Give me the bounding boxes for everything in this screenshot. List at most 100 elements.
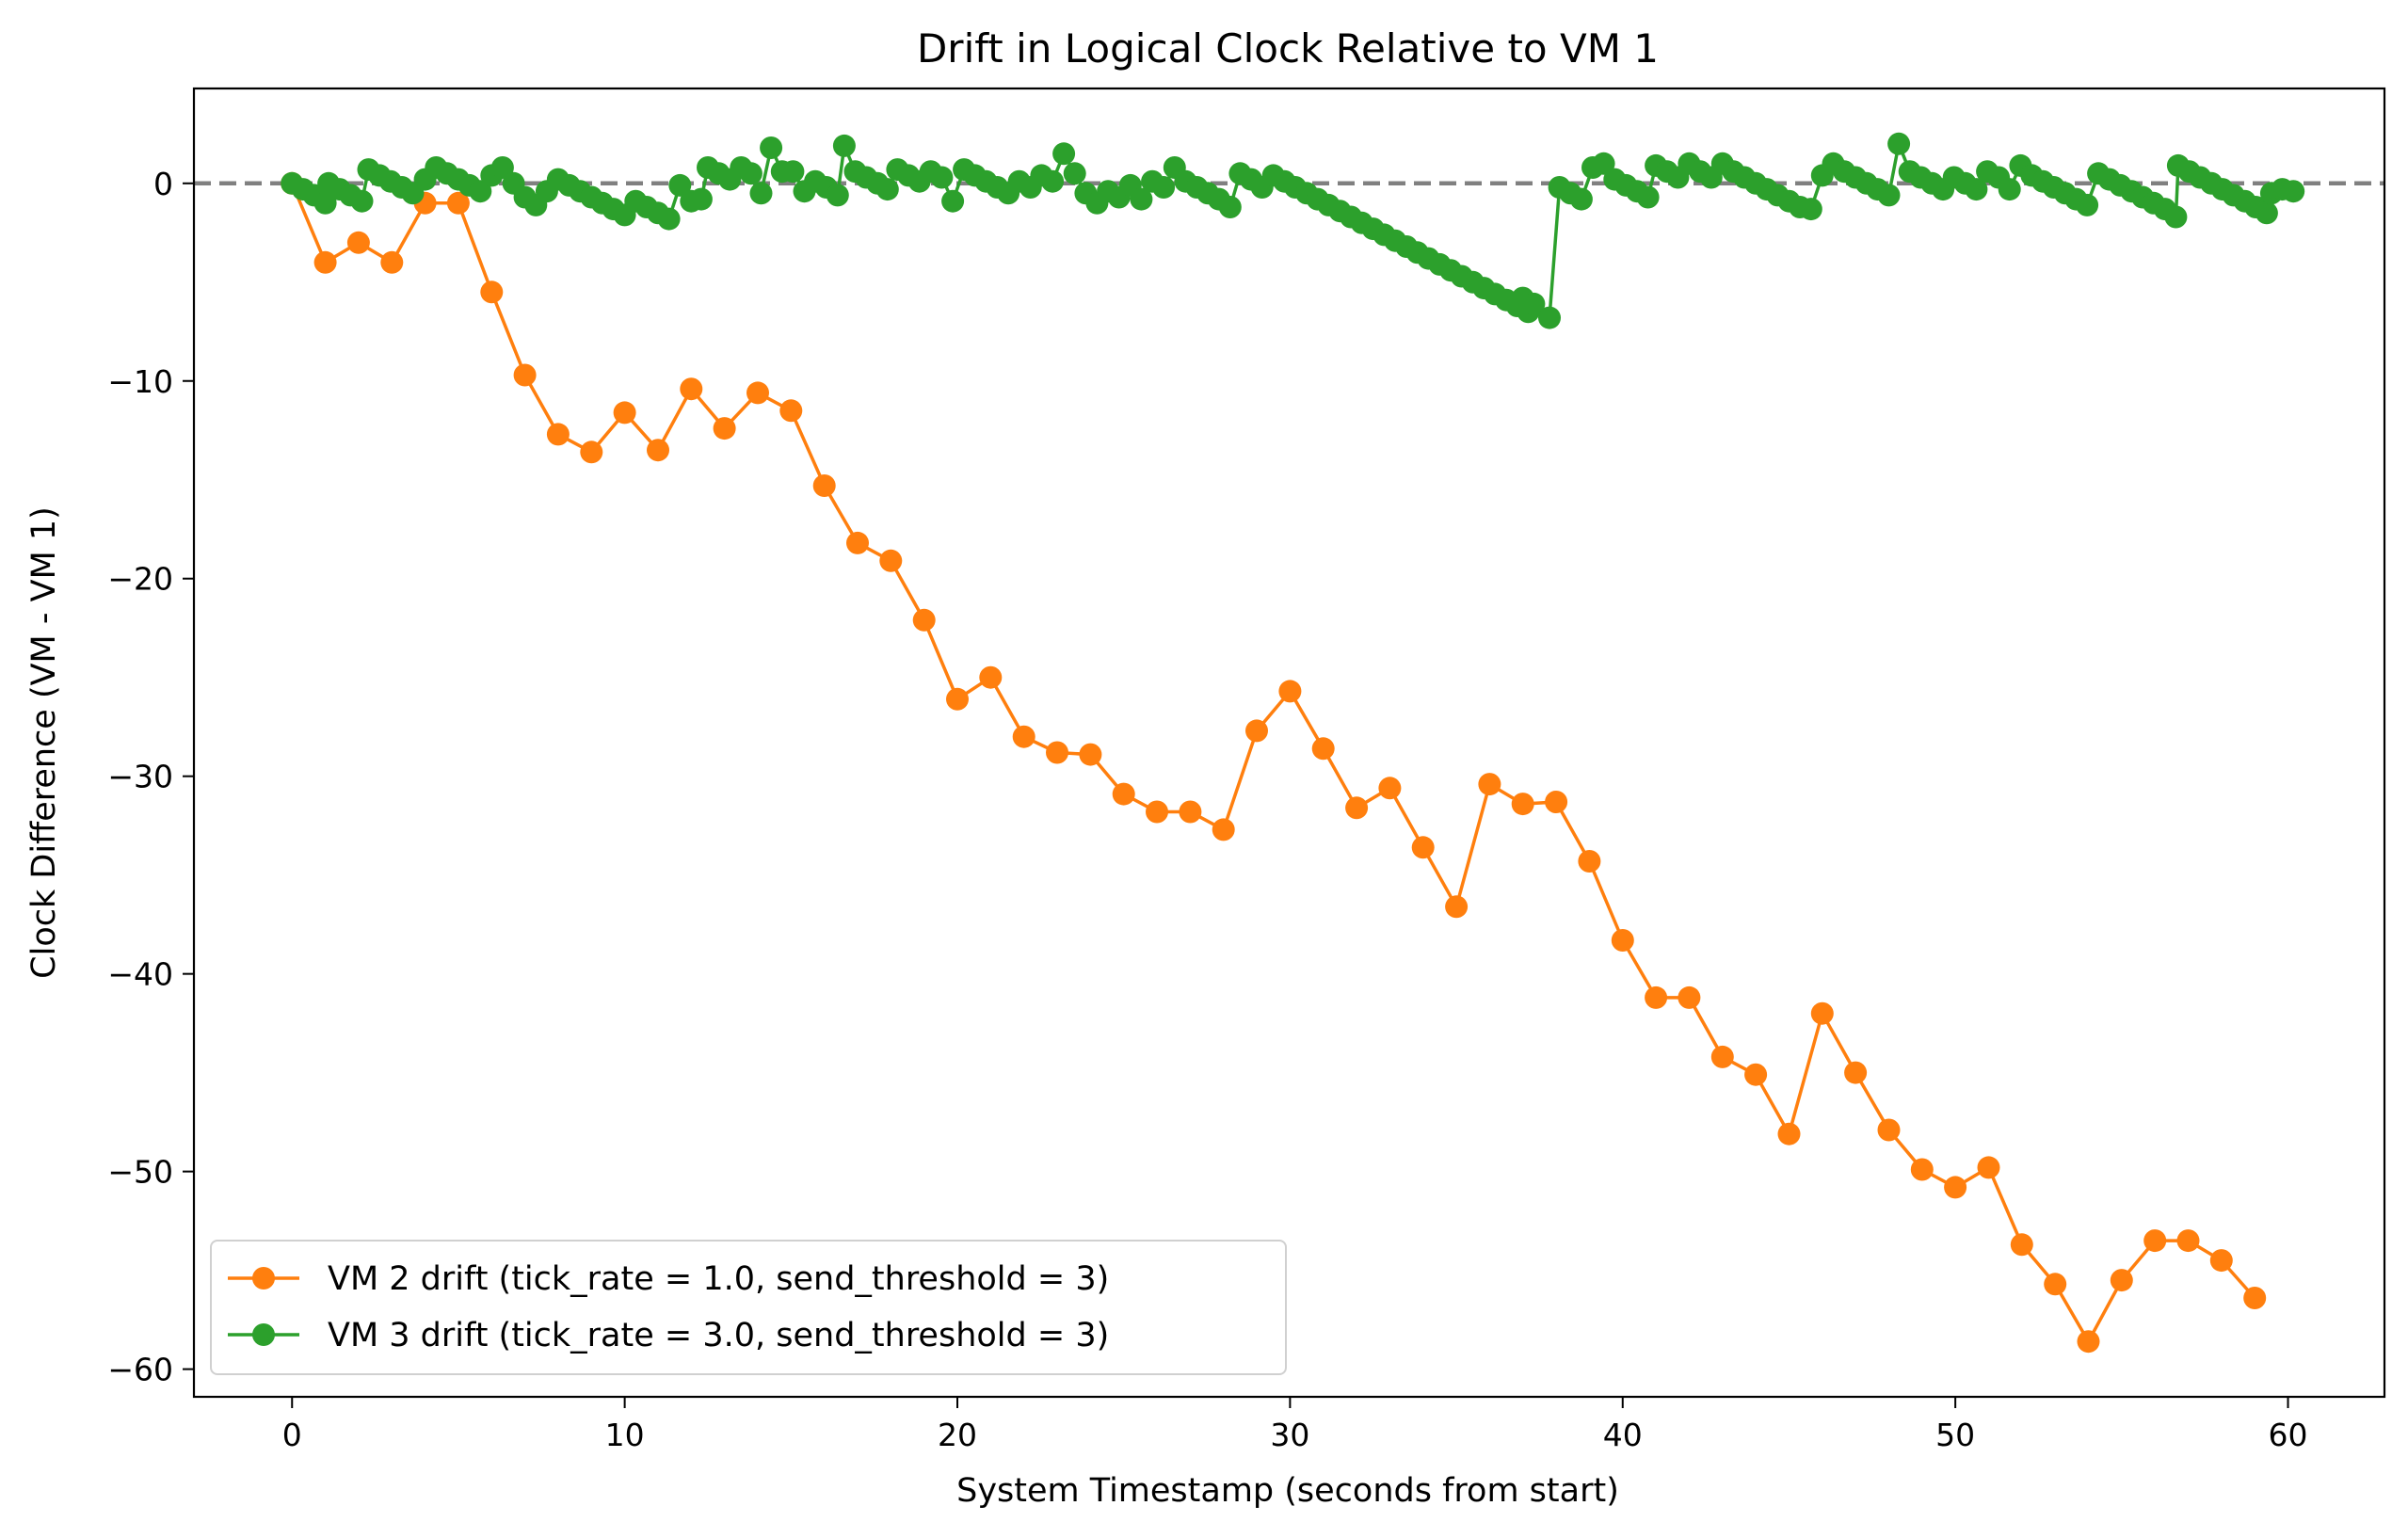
series-1-point-48 xyxy=(1877,1118,1901,1142)
series-2-point-71 xyxy=(1041,169,1065,193)
legend: VM 2 drift (tick_rate = 1.0, send_thresh… xyxy=(210,1240,1287,1375)
series-1-point-25 xyxy=(1112,782,1135,806)
series-1-point-36 xyxy=(1478,773,1501,796)
series-2-point-52 xyxy=(832,134,856,157)
series-1-point-5 xyxy=(446,191,470,215)
series-2-point-51 xyxy=(826,184,849,207)
plot-area xyxy=(194,132,2384,1354)
axes: 0 10 20 30 40 50 60 0 −10 −20 −30 −40 −50 −60 xyxy=(107,166,2307,1453)
series-1-point-21 xyxy=(979,665,1003,689)
y-axis-title: Clock Difference (VM - VM 1) xyxy=(25,506,63,979)
series-1-point-50 xyxy=(1944,1176,1967,1199)
series-2-point-156 xyxy=(1965,178,1988,201)
x-tick-label: 0 xyxy=(282,1417,302,1453)
series-1-point-19 xyxy=(912,608,936,632)
series-1-point-6 xyxy=(480,280,504,304)
series-2-point-3 xyxy=(313,191,337,215)
y-tick-label: −10 xyxy=(107,363,173,400)
series-1-point-29 xyxy=(1245,719,1268,743)
series-1-point-28 xyxy=(1212,818,1235,841)
series-1-point-56 xyxy=(2143,1229,2167,1253)
series-2-point-120 xyxy=(1569,187,1593,211)
series-2-point-18 xyxy=(469,180,492,203)
series-1-point-55 xyxy=(2110,1269,2133,1292)
series-1-point-7 xyxy=(513,363,537,387)
legend-box xyxy=(210,1240,1287,1375)
x-tick-label: 30 xyxy=(1270,1417,1309,1453)
series-1-point-41 xyxy=(1645,985,1668,1009)
series-2-point-35 xyxy=(657,207,681,231)
series-1-point-58 xyxy=(2209,1249,2233,1273)
series-1-point-10 xyxy=(613,401,636,425)
x-tick-label: 40 xyxy=(1603,1417,1643,1453)
series-2-point-116 xyxy=(1522,292,1546,315)
series-1-point-59 xyxy=(2243,1287,2267,1309)
series-2-point-43 xyxy=(739,162,763,185)
series-2-point-7 xyxy=(350,189,374,213)
series-2-point-149 xyxy=(1887,132,1911,155)
series-2-point-61 xyxy=(930,166,954,189)
series-1-point-42 xyxy=(1678,985,1701,1009)
series-2-point-20 xyxy=(490,156,514,179)
x-axis-title: System Timestamp (seconds from start) xyxy=(956,1472,1619,1510)
series-1-point-32 xyxy=(1345,796,1369,820)
series-2-point-186 xyxy=(2282,180,2305,203)
series-2-point-56 xyxy=(875,178,899,201)
x-tick-label: 10 xyxy=(605,1417,645,1453)
series-2-point-117 xyxy=(1538,306,1561,329)
series-1-point-52 xyxy=(2010,1233,2033,1257)
series-1-point-9 xyxy=(580,441,603,464)
series-2-point-72 xyxy=(1052,142,1076,166)
series-1-point-1 xyxy=(313,250,337,274)
series-1-point-3 xyxy=(380,250,404,274)
y-tick-label: −50 xyxy=(107,1154,173,1191)
series-1-point-24 xyxy=(1079,743,1102,766)
series-2-point-36 xyxy=(668,173,692,197)
series-1-point-23 xyxy=(1046,741,1068,764)
series-2-point-148 xyxy=(1877,184,1901,207)
series-2-point-62 xyxy=(941,189,965,213)
series-1-point-2 xyxy=(346,231,370,254)
y-tick-label: −20 xyxy=(107,561,173,598)
x-tick-label: 50 xyxy=(1935,1417,1975,1453)
y-tick-label: 0 xyxy=(153,166,173,202)
y-tick-label: −40 xyxy=(107,956,173,993)
series-2-point-122 xyxy=(1592,152,1615,175)
series-1-point-15 xyxy=(779,399,803,423)
series-1-point-46 xyxy=(1810,1001,1834,1025)
series-2-point-141 xyxy=(1799,198,1822,221)
series-1-point-45 xyxy=(1777,1122,1801,1145)
series-1-point-16 xyxy=(812,474,836,497)
legend-label-1: VM 2 drift (tick_rate = 1.0, send_thresh… xyxy=(328,1260,1109,1298)
series-1-point-37 xyxy=(1511,793,1534,816)
series-1-point-38 xyxy=(1545,791,1568,813)
series-1-point-30 xyxy=(1278,680,1302,703)
series-1-point-35 xyxy=(1445,895,1469,919)
series-1-point-17 xyxy=(846,531,869,554)
series-2-point-183 xyxy=(2255,201,2278,225)
series-1-point-31 xyxy=(1311,737,1335,761)
series-2-point-38 xyxy=(689,187,713,211)
series-1-point-8 xyxy=(546,423,570,446)
legend-marker-2 xyxy=(252,1323,275,1346)
series-2-point-45 xyxy=(760,136,783,159)
series-1-point-14 xyxy=(746,381,769,405)
series-2-point-44 xyxy=(749,182,773,205)
series-1-point-20 xyxy=(946,687,969,711)
series-1-point-49 xyxy=(1910,1158,1934,1181)
series-1-point-47 xyxy=(1844,1061,1868,1084)
series-1-point-39 xyxy=(1578,850,1601,873)
series-1-point-26 xyxy=(1146,800,1168,824)
series-2-point-81 xyxy=(1152,176,1176,199)
x-tick-label: 20 xyxy=(938,1417,977,1453)
chart-title: Drift in Logical Clock Relative to VM 1 xyxy=(917,25,1659,72)
series-1-point-27 xyxy=(1179,800,1202,824)
series-2-point-79 xyxy=(1130,187,1153,211)
series-1-point-51 xyxy=(1977,1156,2000,1179)
series-1-point-43 xyxy=(1710,1045,1734,1068)
series-1-point-22 xyxy=(1012,725,1035,748)
series-2-point-73 xyxy=(1063,162,1086,185)
y-tick-label: −60 xyxy=(107,1352,173,1388)
legend-marker-1 xyxy=(252,1267,275,1290)
